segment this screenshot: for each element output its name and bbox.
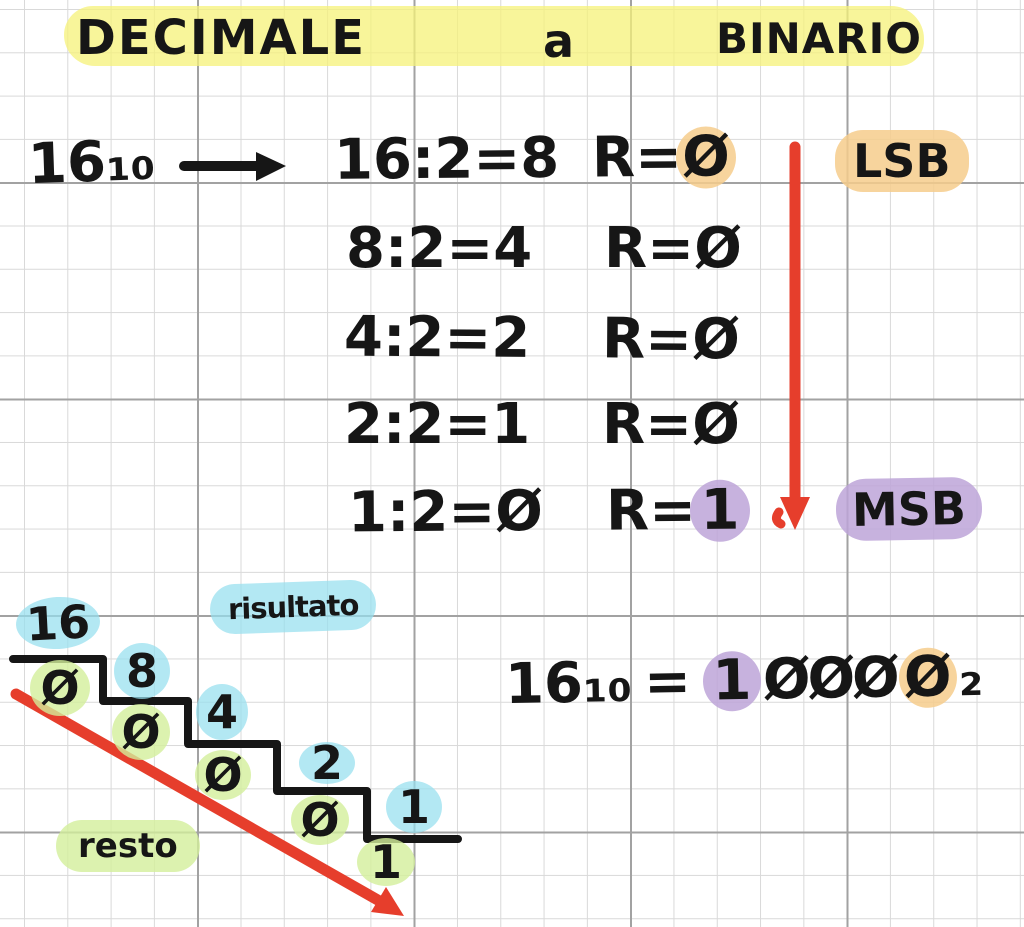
division-step-row: 2:2=1 R= Ø bbox=[344, 394, 740, 456]
remainder-prefix: R= bbox=[605, 477, 697, 544]
title-word-binario: BINARIO bbox=[716, 14, 922, 63]
ladder-remainder: 1 bbox=[357, 835, 415, 889]
remainder-digit: Ø bbox=[694, 216, 742, 281]
division-expression: 2:2=1 bbox=[344, 392, 531, 457]
remainder-prefix: R= bbox=[604, 216, 695, 281]
ladder-remainder: Ø bbox=[30, 660, 90, 716]
division-expression: 1:2=Ø bbox=[347, 479, 544, 546]
ladder-quotient: 1 bbox=[386, 780, 442, 834]
remainder-digit: Ø bbox=[692, 392, 740, 457]
result-equation: 16₁₀ = 1 ØØØ Ø ₂ bbox=[504, 643, 984, 718]
ladder-quotient: 16 bbox=[14, 594, 102, 652]
division-step-row: 8:2=4 R= Ø bbox=[346, 218, 742, 280]
ladder-quotient: 4 bbox=[196, 684, 248, 740]
ladder-remainder: Ø bbox=[291, 793, 349, 847]
remainder-digit-msb: 1 bbox=[689, 478, 751, 543]
quotient-value: 16 bbox=[24, 594, 92, 652]
lsb-label: LSB bbox=[835, 130, 969, 192]
quotient-value: 4 bbox=[205, 685, 238, 739]
remainder-value: Ø bbox=[300, 793, 340, 847]
arrow-right-icon bbox=[179, 152, 286, 181]
remainder-value: Ø bbox=[203, 748, 243, 802]
division-expression: 8:2=4 bbox=[346, 216, 533, 281]
result-label-text: risultato bbox=[227, 587, 359, 627]
quotient-value: 2 bbox=[310, 736, 343, 790]
ladder-quotient: 8 bbox=[114, 643, 170, 699]
division-expression: 16:2=8 bbox=[333, 125, 560, 193]
ladder-remainder: Ø bbox=[112, 704, 170, 760]
remainder-label-text: resto bbox=[78, 826, 178, 866]
remainder-prefix: R= bbox=[591, 124, 683, 191]
remainder-prefix: R= bbox=[602, 392, 693, 457]
source-number: 16₁₀ bbox=[26, 127, 157, 198]
division-expression: 4:2=2 bbox=[343, 304, 531, 371]
remainder-digit: Ø bbox=[692, 307, 741, 373]
division-ladder-lines bbox=[9, 655, 462, 843]
remainder-value: Ø bbox=[40, 661, 80, 715]
division-step-row: 16:2=8 R= Ø bbox=[333, 124, 737, 193]
result-msb-digit: 1 bbox=[702, 648, 762, 714]
msb-text: MSB bbox=[851, 481, 967, 537]
arrow-down-red-icon bbox=[771, 141, 810, 530]
result-middle-digits: ØØØ bbox=[762, 645, 898, 713]
remainder-value: Ø bbox=[121, 705, 161, 759]
result-lsb-digit: Ø bbox=[898, 644, 958, 710]
quotient-value: 1 bbox=[397, 780, 430, 834]
remainder-prefix: R= bbox=[601, 306, 693, 373]
ladder-remainder: Ø bbox=[195, 748, 251, 802]
division-step-row: 1:2=Ø R= 1 bbox=[347, 477, 751, 546]
ladder-quotient: 2 bbox=[299, 736, 355, 790]
title-highlight bbox=[64, 6, 924, 66]
equals-sign: = bbox=[643, 648, 692, 715]
result-base-subscript: ₂ bbox=[958, 643, 984, 710]
result-lhs: 16₁₀ bbox=[504, 649, 633, 718]
lsb-text: LSB bbox=[853, 134, 951, 188]
result-label: risultato bbox=[209, 579, 378, 635]
arrow-diagonal-red-icon bbox=[10, 688, 404, 916]
quotient-value: 8 bbox=[125, 644, 158, 698]
remainder-value: 1 bbox=[369, 835, 402, 889]
remainder-label: resto bbox=[56, 820, 200, 872]
division-step-row: 4:2=2 R= Ø bbox=[343, 304, 740, 373]
remainder-digit-lsb: Ø bbox=[675, 124, 737, 190]
title-word-a: a bbox=[543, 14, 575, 68]
title-word-decimale: DECIMALE bbox=[76, 10, 367, 66]
msb-label: MSB bbox=[835, 476, 983, 542]
